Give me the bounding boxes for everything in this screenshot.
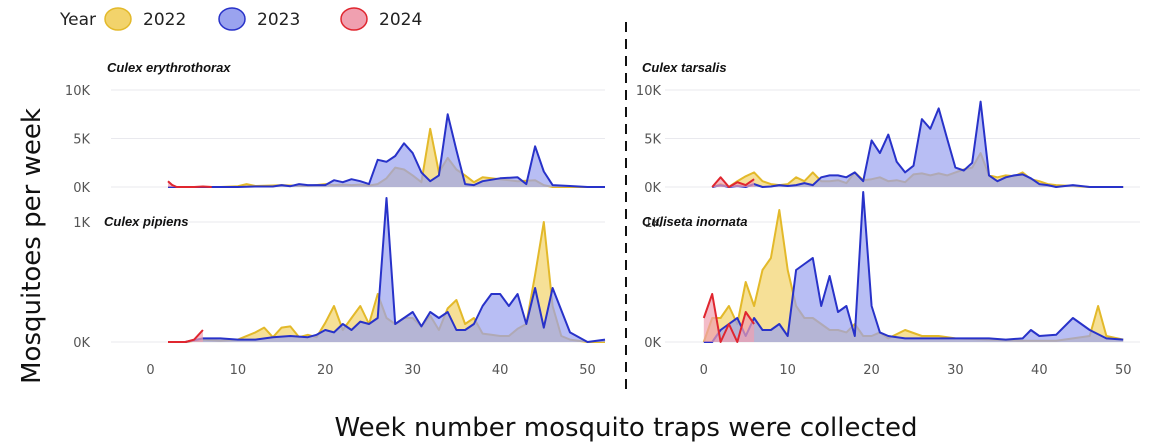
- y-tick-label: 1K: [73, 216, 90, 231]
- x-tick-label: 10: [779, 363, 796, 378]
- panels: 0K 5K 10K Culex erythrothorax 0K 5K 10K Culex t…: [65, 60, 1140, 378]
- area-2023: [168, 198, 605, 342]
- y-tick-label: 10K: [65, 84, 91, 99]
- area-2022: [703, 210, 1124, 342]
- legend-swatch-2022: [104, 7, 132, 31]
- legend-swatch-2023: [218, 7, 246, 31]
- legend-label-2024: 2024: [379, 10, 422, 30]
- y-axis-title: Mosquitoes per week: [17, 108, 47, 384]
- y-tick-label: 1K: [644, 216, 661, 231]
- x-tick-label: 0: [146, 363, 154, 378]
- y-tick-label: 5K: [73, 133, 90, 148]
- x-tick-label: 0: [700, 363, 708, 378]
- panel-3: 0K 1K Culex pipiens 0 10 20 30 40 50: [73, 197, 606, 378]
- line-2024: [702, 293, 755, 343]
- y-tick-label: 5K: [644, 133, 661, 148]
- area-2023: [703, 192, 1124, 342]
- x-tick-label: 10: [230, 363, 247, 378]
- panel-title: Culiseta inornata: [642, 214, 747, 229]
- area-2023: [168, 114, 605, 187]
- x-axis-title: Week number mosquito traps were collecte…: [335, 413, 918, 443]
- panel-title: Culex pipiens: [104, 214, 189, 229]
- line-2023: [168, 113, 605, 188]
- line-2023: [703, 191, 1124, 343]
- x-tick-label: 50: [579, 363, 596, 378]
- line-2024: [711, 176, 755, 188]
- x-tick-label: 20: [863, 363, 880, 378]
- y-tick-label: 0K: [644, 181, 661, 196]
- x-tick-label: 30: [947, 363, 964, 378]
- legend-label-2023: 2023: [257, 10, 300, 30]
- panel-2: 0K 5K 10K Culex tarsalis: [636, 60, 1140, 196]
- legend-title: Year: [59, 10, 96, 30]
- panel-1: 0K 5K 10K Culex erythrothorax: [65, 60, 605, 196]
- x-tick-label: 20: [317, 363, 334, 378]
- x-tick-label: 50: [1115, 363, 1132, 378]
- legend-swatch-2024: [340, 7, 368, 31]
- line-2023: [168, 197, 606, 343]
- line-2024: [167, 180, 212, 188]
- area-2024: [168, 330, 203, 342]
- x-tick-label: 40: [492, 363, 509, 378]
- legend-label-2022: 2022: [143, 10, 186, 30]
- line-2023: [711, 100, 1124, 188]
- panel-title: Culex erythrothorax: [107, 60, 231, 75]
- y-tick-label: 0K: [644, 336, 661, 351]
- y-tick-label: 0K: [73, 336, 90, 351]
- line-2024: [168, 329, 204, 343]
- x-tick-label: 40: [1031, 363, 1048, 378]
- y-tick-label: 0K: [73, 181, 90, 196]
- area-2024: [168, 181, 212, 187]
- y-tick-label: 10K: [636, 84, 662, 99]
- panel-title: Culex tarsalis: [642, 60, 727, 75]
- legend: Year 2022 2023 2024: [59, 7, 422, 31]
- x-tick-label: 30: [404, 363, 421, 378]
